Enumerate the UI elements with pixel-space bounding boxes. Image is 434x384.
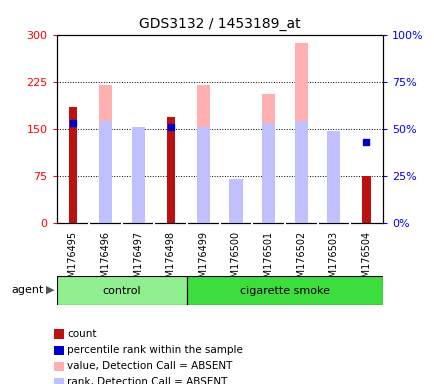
Bar (196, 85, 210, 223)
Text: GSM176504: GSM176504 (361, 231, 371, 290)
Text: control: control (102, 286, 141, 296)
Text: rank, Detection Call = ABSENT: rank, Detection Call = ABSENT (67, 377, 227, 384)
Bar (261, 123, 275, 223)
Text: count: count (67, 329, 97, 339)
Text: GSM176496: GSM176496 (100, 231, 110, 290)
Bar (229, 195, 242, 223)
Bar (131, 127, 144, 223)
Text: GSM176498: GSM176498 (165, 231, 175, 290)
Bar (229, 179, 242, 223)
Bar (326, 135, 339, 223)
Text: GSM176495: GSM176495 (68, 231, 78, 290)
Text: GSM176497: GSM176497 (133, 231, 143, 290)
Bar (99, 121, 112, 223)
Text: GSM176500: GSM176500 (230, 231, 240, 290)
FancyBboxPatch shape (56, 276, 187, 305)
Text: GSM176499: GSM176499 (198, 231, 208, 290)
Bar (294, 43, 307, 223)
Text: ▶: ▶ (46, 285, 54, 295)
Bar (99, 85, 112, 223)
Bar (131, 127, 144, 223)
Bar (261, 94, 275, 223)
Bar (166, 118, 174, 223)
Text: GSM176502: GSM176502 (296, 231, 306, 290)
Bar (69, 107, 77, 223)
Bar (294, 121, 307, 223)
Text: cigarette smoke: cigarette smoke (240, 286, 329, 296)
FancyBboxPatch shape (187, 276, 382, 305)
Bar (196, 127, 210, 223)
Text: value, Detection Call = ABSENT: value, Detection Call = ABSENT (67, 361, 232, 371)
Text: GSM176503: GSM176503 (328, 231, 338, 290)
Bar (362, 176, 370, 223)
Title: GDS3132 / 1453189_at: GDS3132 / 1453189_at (138, 17, 300, 31)
Text: GSM176501: GSM176501 (263, 231, 273, 290)
Bar (326, 131, 339, 223)
Text: agent: agent (11, 285, 43, 295)
Text: percentile rank within the sample: percentile rank within the sample (67, 345, 243, 355)
